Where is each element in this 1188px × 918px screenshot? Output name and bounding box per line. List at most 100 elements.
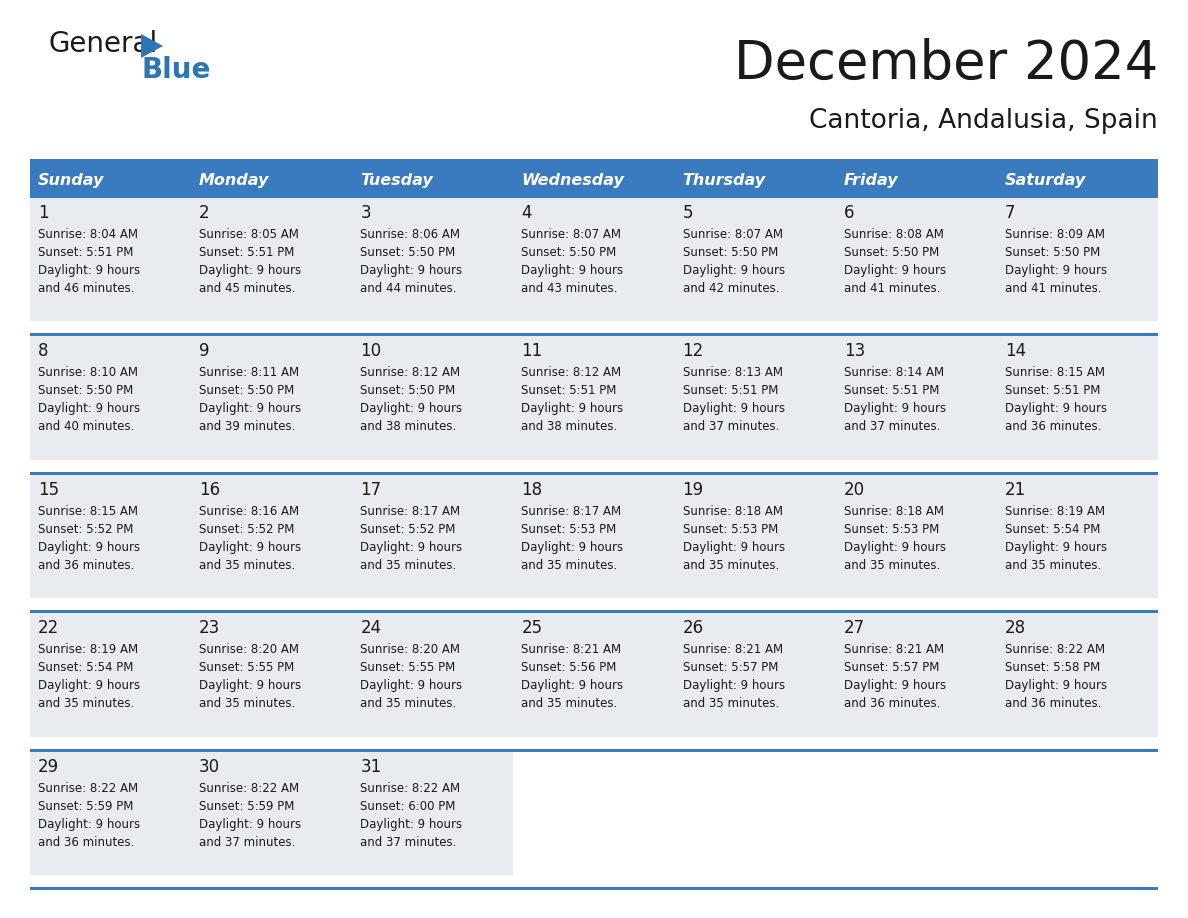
Text: and 39 minutes.: and 39 minutes.	[200, 420, 296, 433]
Text: Sunset: 5:50 PM: Sunset: 5:50 PM	[522, 246, 617, 259]
Bar	[353, 198, 513, 321]
Bar	[30, 198, 191, 321]
Text: 28: 28	[1005, 620, 1026, 637]
Text: Sunset: 5:53 PM: Sunset: 5:53 PM	[522, 522, 617, 536]
Text: Sunset: 5:50 PM: Sunset: 5:50 PM	[843, 246, 939, 259]
Text: Wednesday: Wednesday	[522, 173, 625, 187]
Text: 18: 18	[522, 481, 543, 498]
Text: Sunset: 5:50 PM: Sunset: 5:50 PM	[360, 246, 455, 259]
Text: and 35 minutes.: and 35 minutes.	[1005, 559, 1101, 572]
Text: Sunrise: 8:12 AM: Sunrise: 8:12 AM	[522, 366, 621, 379]
Text: and 37 minutes.: and 37 minutes.	[683, 420, 779, 433]
Text: Daylight: 9 hours: Daylight: 9 hours	[200, 541, 302, 554]
Text: and 35 minutes.: and 35 minutes.	[522, 697, 618, 711]
Text: 7: 7	[1005, 204, 1016, 222]
Bar	[835, 613, 997, 736]
Text: and 37 minutes.: and 37 minutes.	[843, 420, 940, 433]
Text: 17: 17	[360, 481, 381, 498]
Text: Sunset: 5:55 PM: Sunset: 5:55 PM	[200, 661, 295, 674]
Text: Daylight: 9 hours: Daylight: 9 hours	[1005, 541, 1107, 554]
Text: Sunset: 5:51 PM: Sunset: 5:51 PM	[200, 246, 295, 259]
Text: and 35 minutes.: and 35 minutes.	[683, 697, 779, 711]
Text: Sunrise: 8:07 AM: Sunrise: 8:07 AM	[683, 228, 783, 241]
Text: Sunrise: 8:20 AM: Sunrise: 8:20 AM	[360, 644, 460, 656]
Bar	[30, 195, 1158, 198]
Text: and 36 minutes.: and 36 minutes.	[1005, 420, 1101, 433]
Text: and 40 minutes.: and 40 minutes.	[38, 420, 134, 433]
Bar	[835, 475, 997, 599]
Bar	[835, 752, 997, 875]
Text: Daylight: 9 hours: Daylight: 9 hours	[38, 264, 140, 277]
Text: Daylight: 9 hours: Daylight: 9 hours	[38, 402, 140, 416]
Text: Sunrise: 8:19 AM: Sunrise: 8:19 AM	[1005, 505, 1105, 518]
Text: Sunrise: 8:22 AM: Sunrise: 8:22 AM	[360, 781, 461, 795]
Text: and 42 minutes.: and 42 minutes.	[683, 282, 779, 295]
Text: Sunrise: 8:20 AM: Sunrise: 8:20 AM	[200, 644, 299, 656]
Text: Sunrise: 8:13 AM: Sunrise: 8:13 AM	[683, 366, 783, 379]
Text: 25: 25	[522, 620, 543, 637]
Text: Sunrise: 8:14 AM: Sunrise: 8:14 AM	[843, 366, 943, 379]
Text: Sunset: 5:54 PM: Sunset: 5:54 PM	[38, 661, 133, 674]
Text: Sunrise: 8:16 AM: Sunrise: 8:16 AM	[200, 505, 299, 518]
Text: 14: 14	[1005, 342, 1026, 361]
Text: Daylight: 9 hours: Daylight: 9 hours	[522, 541, 624, 554]
Text: and 41 minutes.: and 41 minutes.	[843, 282, 940, 295]
Text: Daylight: 9 hours: Daylight: 9 hours	[200, 264, 302, 277]
Text: Sunrise: 8:05 AM: Sunrise: 8:05 AM	[200, 228, 299, 241]
Text: Daylight: 9 hours: Daylight: 9 hours	[843, 541, 946, 554]
Bar	[191, 336, 353, 460]
Bar	[30, 333, 1158, 336]
Bar	[353, 336, 513, 460]
Text: Sunrise: 8:17 AM: Sunrise: 8:17 AM	[360, 505, 461, 518]
Text: Sunset: 5:51 PM: Sunset: 5:51 PM	[843, 385, 939, 397]
Text: and 37 minutes.: and 37 minutes.	[360, 835, 456, 848]
Text: Friday: Friday	[843, 173, 898, 187]
Bar	[191, 613, 353, 736]
Bar	[835, 198, 997, 321]
Text: Sunrise: 8:19 AM: Sunrise: 8:19 AM	[38, 644, 138, 656]
Text: Sunrise: 8:09 AM: Sunrise: 8:09 AM	[1005, 228, 1105, 241]
Text: 10: 10	[360, 342, 381, 361]
Bar	[30, 752, 191, 875]
Bar	[997, 336, 1158, 460]
Text: Daylight: 9 hours: Daylight: 9 hours	[843, 264, 946, 277]
Text: and 44 minutes.: and 44 minutes.	[360, 282, 456, 295]
Text: Sunset: 5:51 PM: Sunset: 5:51 PM	[1005, 385, 1100, 397]
Text: Sunset: 5:52 PM: Sunset: 5:52 PM	[360, 522, 456, 536]
Text: Saturday: Saturday	[1005, 173, 1086, 187]
Text: Sunset: 5:51 PM: Sunset: 5:51 PM	[522, 385, 617, 397]
Bar	[675, 613, 835, 736]
Text: Sunrise: 8:18 AM: Sunrise: 8:18 AM	[843, 505, 943, 518]
Text: 24: 24	[360, 620, 381, 637]
Bar	[30, 159, 1158, 162]
Text: Daylight: 9 hours: Daylight: 9 hours	[1005, 679, 1107, 692]
Text: Sunset: 5:58 PM: Sunset: 5:58 PM	[1005, 661, 1100, 674]
Bar	[513, 198, 675, 321]
Bar	[30, 748, 1158, 752]
Text: and 36 minutes.: and 36 minutes.	[1005, 697, 1101, 711]
Text: Daylight: 9 hours: Daylight: 9 hours	[1005, 402, 1107, 416]
Text: General: General	[48, 30, 157, 58]
Bar	[191, 752, 353, 875]
Text: Daylight: 9 hours: Daylight: 9 hours	[360, 818, 462, 831]
Text: 4: 4	[522, 204, 532, 222]
Text: 15: 15	[38, 481, 59, 498]
Text: Blue: Blue	[141, 56, 210, 84]
Bar	[513, 752, 675, 875]
Bar	[997, 475, 1158, 599]
Text: Sunset: 5:59 PM: Sunset: 5:59 PM	[38, 800, 133, 812]
Text: 21: 21	[1005, 481, 1026, 498]
Text: Sunset: 5:52 PM: Sunset: 5:52 PM	[200, 522, 295, 536]
Text: 29: 29	[38, 757, 59, 776]
Bar	[675, 198, 835, 321]
Bar	[353, 475, 513, 599]
Text: Sunrise: 8:04 AM: Sunrise: 8:04 AM	[38, 228, 138, 241]
Bar	[30, 162, 1158, 198]
Text: 19: 19	[683, 481, 703, 498]
Text: and 45 minutes.: and 45 minutes.	[200, 282, 296, 295]
Text: and 46 minutes.: and 46 minutes.	[38, 282, 134, 295]
Text: and 35 minutes.: and 35 minutes.	[38, 697, 134, 711]
Text: 6: 6	[843, 204, 854, 222]
Text: and 35 minutes.: and 35 minutes.	[683, 559, 779, 572]
Text: Sunset: 5:52 PM: Sunset: 5:52 PM	[38, 522, 133, 536]
